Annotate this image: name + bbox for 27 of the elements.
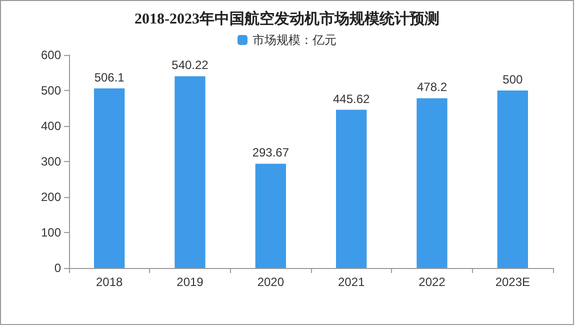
x-tick-label: 2020 (257, 275, 284, 289)
legend-label: 市场规模：亿元 (252, 33, 336, 47)
y-tick-label: 600 (40, 48, 62, 62)
data-label: 540.22 (172, 58, 209, 72)
data-label: 500 (502, 72, 523, 86)
y-tick-label: 100 (40, 226, 62, 240)
data-label: 445.62 (332, 92, 370, 106)
chart-title: 2018-2023年中国航空发动机市场规模统计预测 (134, 10, 440, 28)
y-tick-label: 200 (40, 190, 62, 204)
bar (94, 88, 125, 268)
y-tick-label: 500 (40, 84, 62, 98)
bar (497, 90, 528, 268)
y-tick-label: 400 (40, 119, 62, 133)
data-label: 478.2 (416, 80, 448, 94)
x-tick-label: 2021 (338, 275, 366, 289)
x-tick-label: 2018 (96, 275, 124, 289)
bar (336, 110, 367, 268)
y-tick-label: 0 (54, 261, 62, 275)
x-tick-label: 2023E (495, 275, 530, 289)
data-label: 506.1 (94, 70, 125, 84)
bar (255, 164, 286, 268)
x-tick-label: 2022 (418, 275, 446, 289)
data-label: 293.67 (252, 146, 290, 160)
bar (416, 98, 448, 268)
x-tick-label: 2019 (176, 275, 204, 289)
y-tick-label: 300 (40, 154, 62, 168)
bar (174, 76, 206, 268)
